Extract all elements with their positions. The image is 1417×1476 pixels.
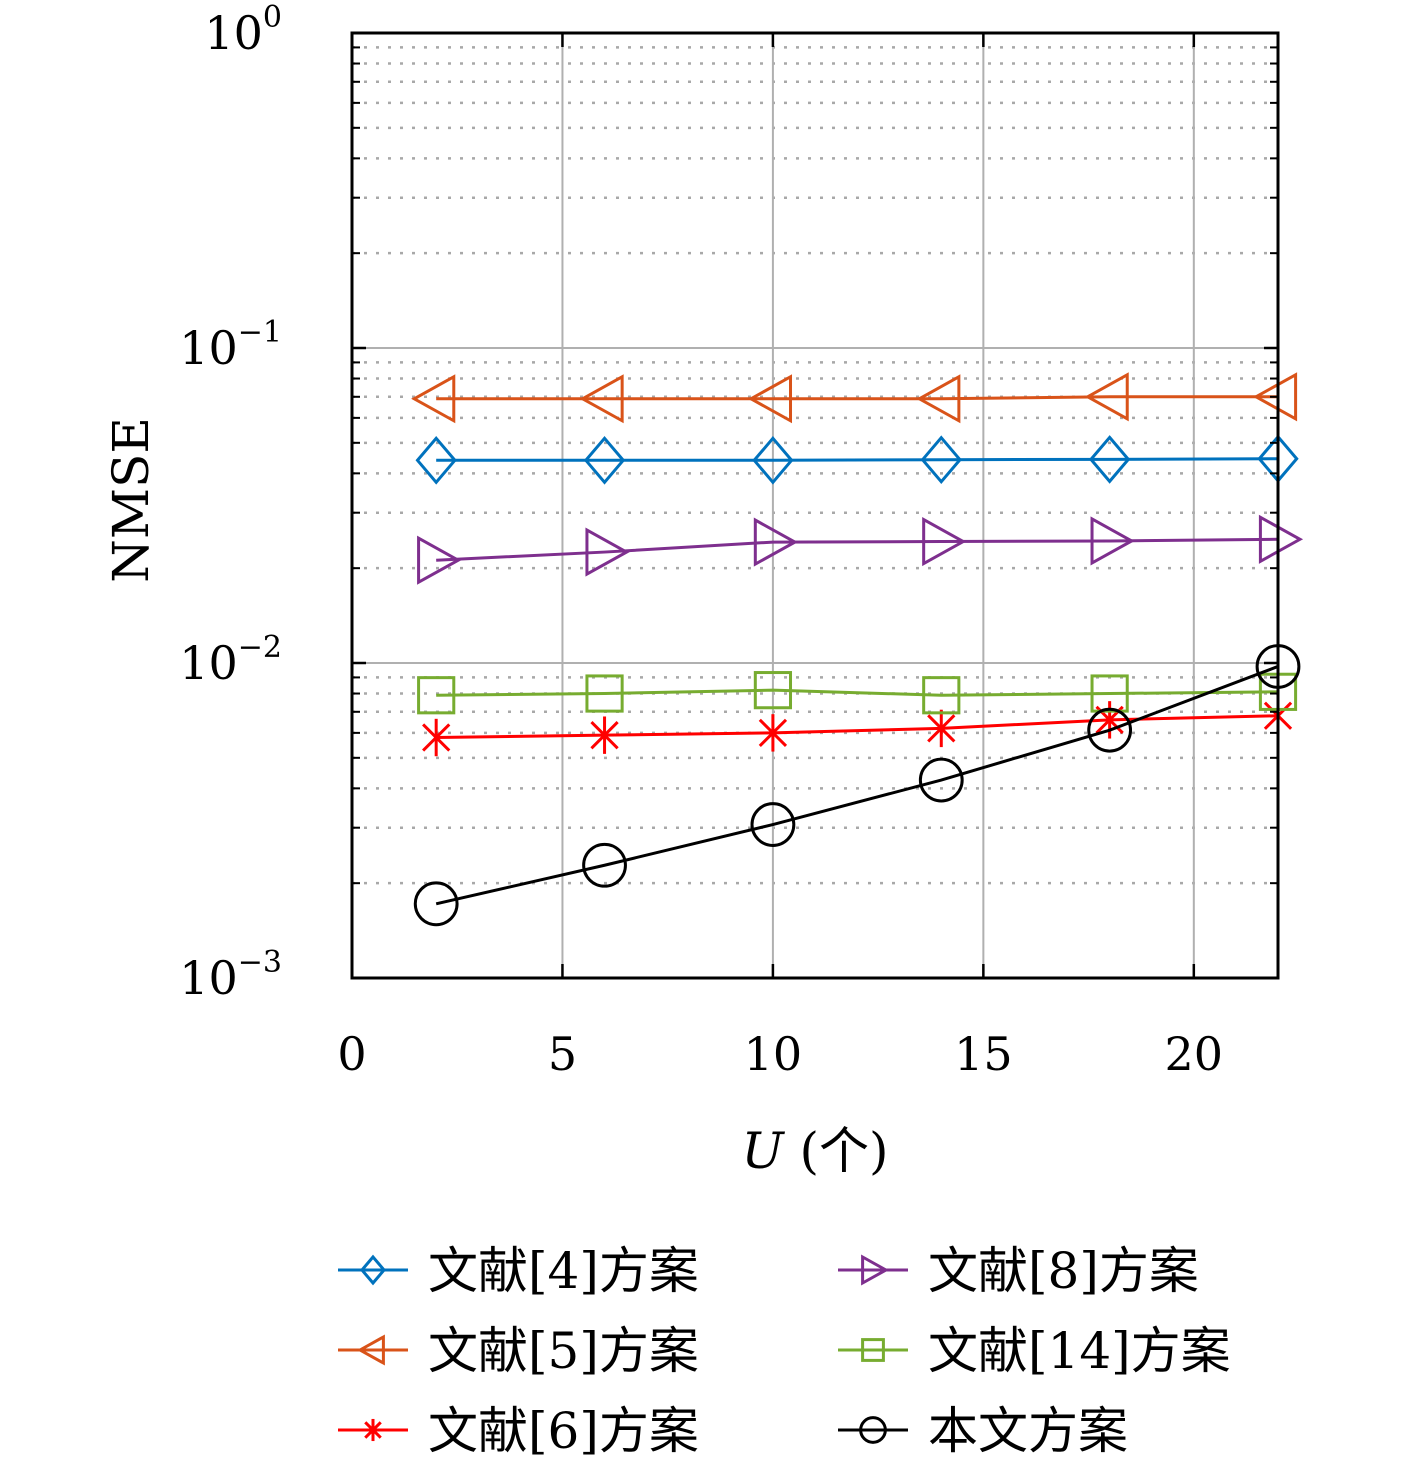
data-point xyxy=(753,671,793,710)
legend-label: 文献[8]方案 xyxy=(928,1242,1199,1300)
data-point xyxy=(1090,674,1129,713)
data-point xyxy=(590,716,619,754)
data-point xyxy=(747,374,793,424)
series-group xyxy=(415,434,1299,485)
data-point xyxy=(411,374,456,424)
marker-stroke xyxy=(422,723,451,752)
data-point xyxy=(585,674,624,713)
legend-label: 文献[6]方案 xyxy=(428,1402,699,1460)
series-group xyxy=(411,372,1298,424)
series-group xyxy=(413,644,1301,927)
data-point xyxy=(582,842,627,888)
data-point xyxy=(916,374,961,424)
data-point xyxy=(415,435,457,485)
data-point xyxy=(922,516,967,567)
data-point xyxy=(583,435,626,485)
data-point xyxy=(413,881,459,927)
x-tick-label: 20 xyxy=(1165,1027,1224,1081)
legend-label: 文献[5]方案 xyxy=(428,1322,699,1380)
marker-stroke xyxy=(364,1421,382,1439)
x-tick-label: 10 xyxy=(744,1027,803,1081)
legend-marker xyxy=(364,1418,382,1442)
marker-stroke xyxy=(927,714,956,743)
plot-frame xyxy=(350,31,1280,980)
data-point xyxy=(918,757,964,803)
y-tick-label: 10−3 xyxy=(179,945,282,1005)
data-point xyxy=(1084,372,1129,422)
series-group xyxy=(411,372,1304,927)
x-axis-unit: (个) xyxy=(800,1122,889,1180)
series-line xyxy=(435,665,1279,906)
legend-item: 文献[14]方案 xyxy=(838,1322,1231,1380)
series-line xyxy=(436,537,1279,562)
x-tick-label: 5 xyxy=(548,1027,577,1081)
legend-item: 文献[8]方案 xyxy=(838,1242,1199,1300)
legend-item: 本文方案 xyxy=(838,1402,1128,1460)
legend-item: 文献[6]方案 xyxy=(338,1402,699,1460)
legend-label: 文献[4]方案 xyxy=(428,1242,699,1300)
data-point xyxy=(750,802,796,847)
legend-marker xyxy=(861,1254,890,1286)
series-group xyxy=(417,514,1304,585)
data-point xyxy=(417,535,462,585)
data-point xyxy=(1258,514,1304,564)
data-point xyxy=(1090,516,1135,566)
legend-label: 本文方案 xyxy=(928,1402,1128,1460)
data-point xyxy=(585,527,630,577)
axis-labels: NMSE U (个) xyxy=(102,417,889,1180)
legend-marker xyxy=(861,1338,885,1362)
y-tick-label: 10−1 xyxy=(179,315,282,375)
data-point xyxy=(758,714,788,752)
data-point xyxy=(1087,707,1133,753)
data-point xyxy=(920,435,962,485)
data-point xyxy=(579,374,624,424)
data-point xyxy=(1088,435,1131,484)
legend-item: 文献[4]方案 xyxy=(338,1242,699,1300)
x-tick-label: 15 xyxy=(954,1027,1013,1081)
y-tick-label: 100 xyxy=(204,0,282,60)
series-line xyxy=(436,395,1278,401)
data-point xyxy=(422,718,451,757)
data-point xyxy=(752,435,794,485)
x-tick-label: 0 xyxy=(337,1027,366,1081)
data-point xyxy=(927,709,956,748)
x-axis-label: U (个) xyxy=(741,1122,888,1180)
legend-label: 文献[14]方案 xyxy=(928,1322,1231,1380)
series-line xyxy=(436,688,1279,697)
legend-item: 文献[5]方案 xyxy=(338,1322,699,1380)
plot-background xyxy=(352,33,1278,978)
data-point xyxy=(417,676,456,715)
marker-stroke xyxy=(590,721,619,750)
axis-ticks: 10−3 10−2 10−1 100 0 5 10 15 20 xyxy=(179,0,1278,1081)
marker-stroke xyxy=(758,718,788,748)
legend-marker xyxy=(359,1254,387,1286)
data-point xyxy=(922,676,961,715)
data-point xyxy=(1252,372,1298,422)
legend-marker xyxy=(356,1334,385,1366)
x-axis-variable: U xyxy=(741,1122,785,1180)
legend-marker xyxy=(859,1416,887,1444)
data-point xyxy=(753,517,798,567)
y-tick-label: 10−2 xyxy=(179,630,282,690)
y-axis-label: NMSE xyxy=(102,417,160,583)
series-line xyxy=(436,457,1279,462)
